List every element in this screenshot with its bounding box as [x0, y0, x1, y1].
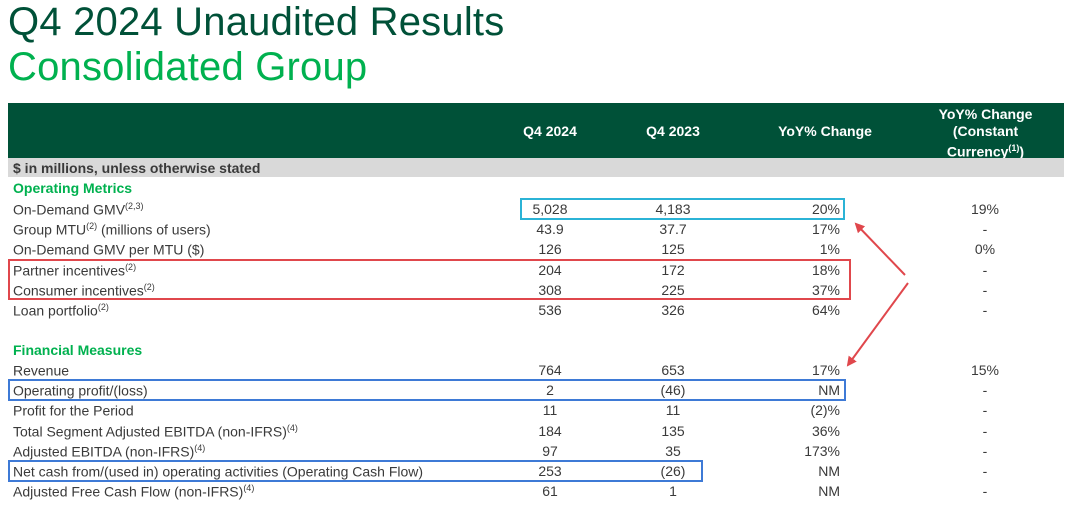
table-row: Net cash from/(used in) operating activi… [0, 461, 1065, 481]
cell-yoy-cc: - [982, 463, 988, 479]
units-subheader: $ in millions, unless otherwise stated [8, 158, 1064, 177]
cell-yoy: 36% [811, 422, 840, 439]
highlight-box-operating-profit [8, 379, 846, 401]
row-label: Loan portfolio(2) [13, 302, 109, 319]
table-row: On-Demand GMV per MTU ($) 126 125 1% 0% [0, 239, 1065, 259]
cell-q4-2024: 2 [546, 382, 554, 399]
cell-q4-2023: 37.7 [659, 221, 687, 238]
cell-yoy: NM [818, 483, 840, 500]
cell-yoy: 173% [804, 442, 840, 459]
header-yoy-cc-line1: YoY% Change [938, 106, 1033, 122]
cell-yoy-cc: - [982, 422, 988, 439]
cell-yoy-cc: - [982, 302, 988, 318]
row-label: Consumer incentives(2) [13, 281, 155, 299]
header-yoy-cc: YoY% Change (Constant Currency(1)) [918, 106, 1053, 161]
cell-yoy-cc: - [982, 382, 988, 399]
cell-yoy: NM [818, 463, 840, 479]
cell-yoy-cc: - [982, 281, 988, 298]
cell-q4-2024: 43.9 [536, 221, 564, 238]
header-q4-2023: Q4 2023 [646, 123, 700, 139]
header-yoy: YoY% Change [778, 123, 872, 139]
cell-q4-2024: 61 [542, 483, 558, 500]
cell-q4-2024: 184 [538, 422, 562, 439]
cell-yoy-cc: - [982, 483, 988, 500]
cell-q4-2023: 1 [669, 483, 677, 500]
cell-yoy: 64% [811, 302, 840, 318]
cell-yoy-cc: 19% [970, 201, 1000, 217]
cell-q4-2023: 225 [661, 281, 685, 298]
table-row: Group MTU(2) (millions of users) 43.9 37.7… [0, 219, 1065, 239]
highlight-box-operating-cash-flow [8, 460, 703, 482]
cell-q4-2024: 204 [538, 261, 562, 278]
row-label: Profit for the Period [13, 403, 134, 420]
table-row: Adjusted EBITDA (non-IFRS)(4) 97 35 173% - [0, 441, 1065, 461]
cell-yoy-cc: - [982, 221, 988, 238]
cell-yoy: 20% [811, 201, 840, 217]
cell-q4-2024: 5,028 [532, 201, 568, 217]
row-label: Operating profit/(loss) [13, 382, 148, 399]
cell-yoy-cc: - [982, 261, 988, 278]
row-label: Total Segment Adjusted EBITDA (non-IFRS)… [13, 422, 298, 440]
cell-yoy-cc: 15% [970, 362, 1000, 378]
cell-yoy: 18% [811, 261, 840, 278]
cell-q4-2024: 11 [542, 402, 558, 419]
cell-q4-2023: 653 [661, 362, 685, 378]
table-header: Q4 2024 Q4 2023 YoY% Change YoY% Change … [8, 103, 1064, 161]
table-row: Profit for the Period 11 11 (2)% - [0, 400, 1065, 420]
cell-q4-2023: 125 [661, 241, 685, 258]
cell-q4-2023: (46) [660, 382, 686, 399]
cell-yoy: 1% [819, 241, 840, 258]
arrow-to-revenue [846, 282, 909, 367]
header-yoy-cc-line2: (Constant [952, 123, 1019, 139]
cell-q4-2023: 4,183 [655, 201, 691, 217]
cell-yoy: (2)% [810, 402, 840, 419]
table-row: Consumer incentives(2) 308 225 37% - [0, 280, 1065, 300]
cell-yoy: NM [818, 382, 840, 399]
cell-q4-2023: 35 [665, 442, 681, 459]
row-label: Adjusted Free Cash Flow (non-IFRS)(4) [13, 483, 255, 500]
cell-q4-2024: 126 [538, 241, 562, 258]
cell-q4-2024: 536 [538, 302, 562, 318]
cell-yoy-cc: - [982, 402, 988, 419]
section-financial-measures: Financial Measures [13, 342, 143, 358]
table-row: Loan portfolio(2) 536 326 64% - [0, 300, 1065, 320]
row-label: Partner incentives(2) [13, 261, 137, 279]
row-label: Revenue [13, 362, 70, 379]
cell-yoy-cc: 0% [974, 241, 996, 258]
cell-q4-2023: 11 [665, 402, 681, 419]
section-operating-metrics: Operating Metrics [13, 180, 133, 196]
table-row: Revenue 764 653 17% 15% [0, 360, 1065, 380]
table-row: On-Demand GMV(2,3) 5,028 4,183 20% 19% [0, 199, 1065, 219]
cell-q4-2024: 97 [542, 442, 558, 459]
cell-q4-2024: 253 [538, 463, 562, 479]
row-label: Net cash from/(used in) operating activi… [13, 463, 424, 480]
row-label: On-Demand GMV per MTU ($) [13, 242, 205, 259]
row-label: On-Demand GMV(2,3) [13, 201, 144, 218]
cell-q4-2024: 308 [538, 281, 562, 298]
arrow-to-gmv [854, 222, 906, 276]
cell-q4-2023: 135 [661, 422, 685, 439]
cell-yoy: 37% [811, 281, 840, 298]
table-row: Partner incentives(2) 204 172 18% - [0, 260, 1065, 280]
cell-q4-2023: 172 [661, 261, 685, 278]
row-label: Adjusted EBITDA (non-IFRS)(4) [13, 442, 206, 460]
cell-q4-2024: 764 [538, 362, 562, 378]
table-row: Adjusted Free Cash Flow (non-IFRS)(4) 61 1… [0, 481, 1065, 501]
highlight-box-incentives [8, 259, 851, 300]
page-subtitle: Consolidated Group [8, 45, 368, 89]
table-row: Operating profit/(loss) 2 (46) NM - [0, 380, 1065, 400]
row-label: Group MTU(2) (millions of users) [13, 221, 211, 238]
cell-yoy: 17% [811, 362, 840, 378]
cell-q4-2023: (26) [660, 463, 686, 479]
table-row: Total Segment Adjusted EBITDA (non-IFRS)… [0, 421, 1065, 441]
cell-yoy: 17% [811, 221, 840, 238]
page-title: Q4 2024 Unaudited Results [8, 0, 505, 44]
header-yoy-cc-line3: Currency(1)) [946, 143, 1025, 160]
header-q4-2024: Q4 2024 [523, 123, 577, 139]
highlight-box-gmv [520, 198, 845, 220]
cell-yoy-cc: - [982, 442, 988, 459]
cell-q4-2023: 326 [661, 302, 685, 318]
